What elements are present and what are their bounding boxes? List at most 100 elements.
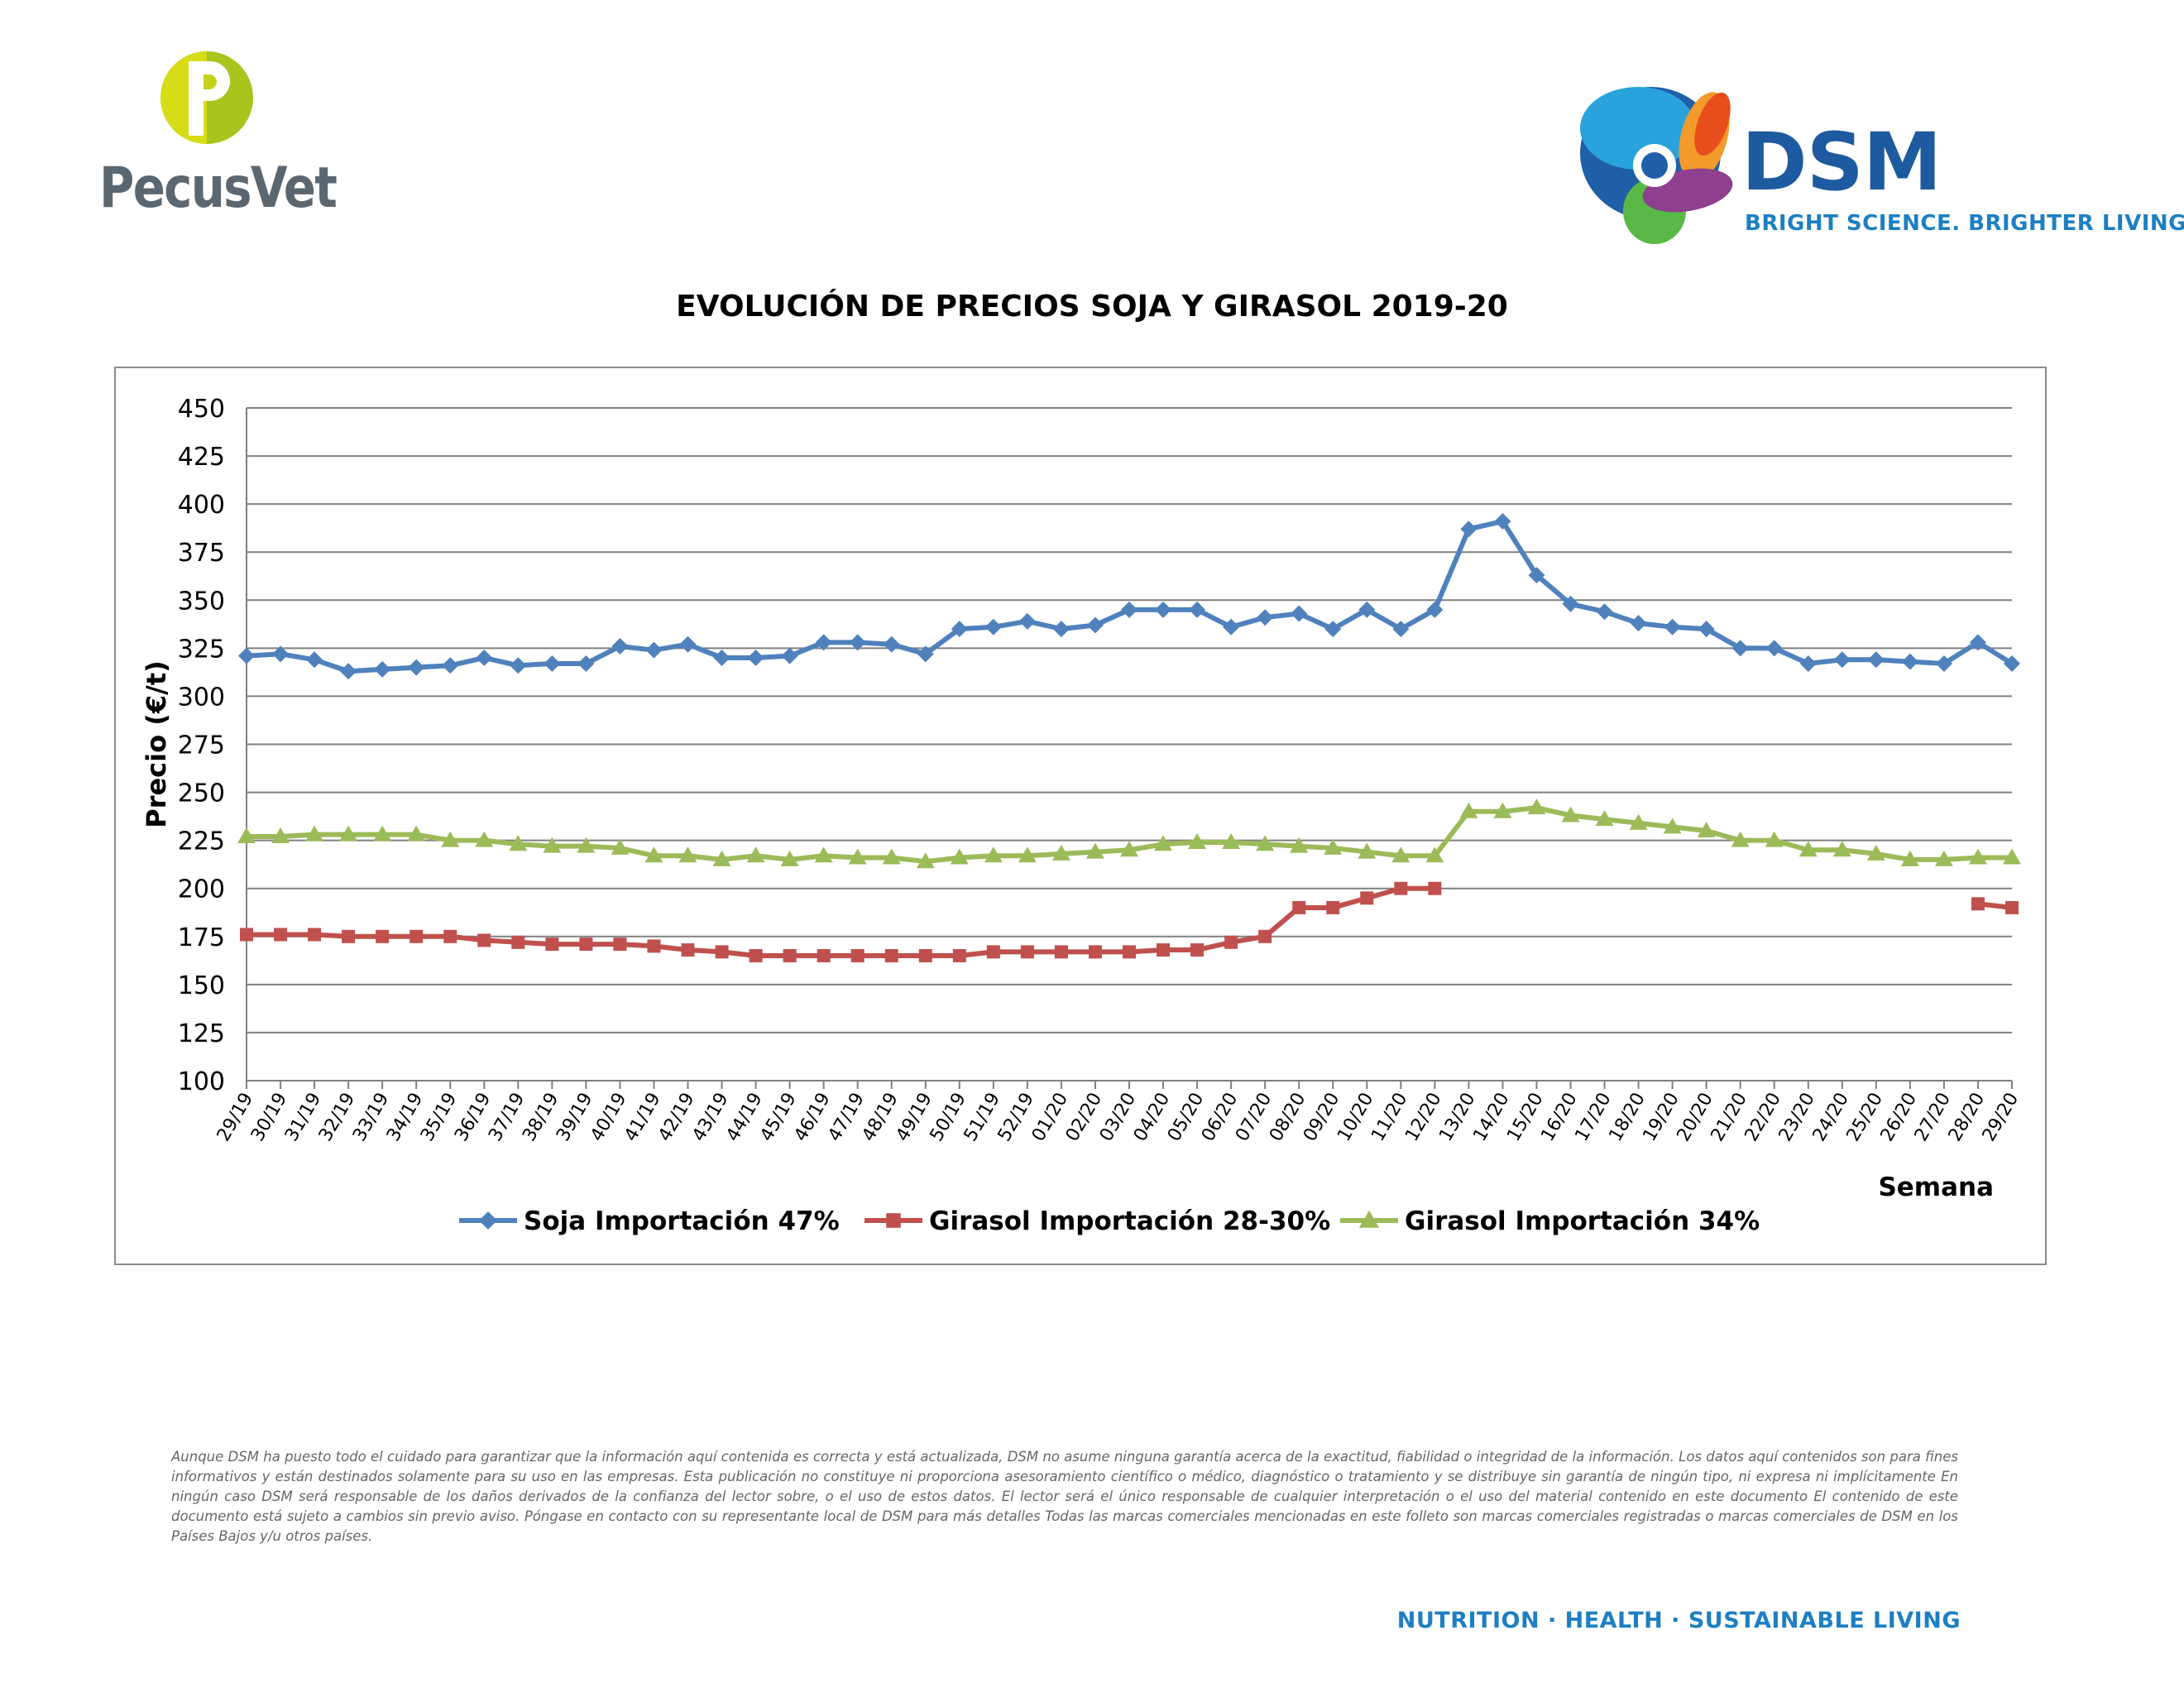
series-3-point — [1866, 844, 1885, 861]
series-3-point — [1629, 813, 1648, 830]
series-3-point — [339, 825, 358, 842]
series-3-point — [1256, 835, 1275, 851]
series-3-point — [475, 831, 494, 847]
footer-tagline: NUTRITION · HEALTH · SUSTAINABLE LIVING — [1396, 1608, 1961, 1633]
series-2-point — [1088, 945, 1102, 959]
dsm-swirl-icon — [1580, 87, 1733, 244]
series-1-point — [1833, 651, 1851, 669]
series-1-point — [1765, 640, 1783, 657]
series-3-point — [1934, 850, 1953, 866]
series-1-point — [883, 635, 900, 653]
series-3-point — [373, 825, 392, 842]
series-2-point — [342, 929, 356, 943]
series-1-point — [1935, 655, 1952, 672]
series-1-point — [510, 657, 527, 674]
pecusvet-wordmark: PecusVet — [99, 156, 338, 221]
series-2-point — [1054, 945, 1068, 959]
series-1-point — [1731, 640, 1749, 657]
y-tick-label: 225 — [178, 827, 225, 856]
series-1-point — [951, 621, 968, 638]
series-1-point — [984, 618, 1002, 635]
series-3-point — [746, 846, 765, 863]
legend-label: Soja Importación 47% — [524, 1206, 840, 1236]
series-2-point — [1224, 935, 1238, 949]
series-1-point — [306, 651, 323, 669]
series-1-point — [1086, 616, 1104, 634]
series-2-point — [511, 935, 525, 949]
series-1-point — [1018, 612, 1036, 630]
series-2-point — [715, 945, 729, 959]
series-3-point — [1832, 841, 1851, 857]
series-1-point — [544, 655, 561, 672]
series-2-point — [1428, 881, 1442, 895]
series-1-point — [1630, 615, 1647, 632]
series-2-point — [545, 938, 559, 952]
series-3-point — [1425, 846, 1444, 863]
series-3-point — [441, 831, 460, 847]
series-1-point — [1901, 653, 1918, 670]
series-3-point — [814, 846, 833, 863]
y-tick-label: 425 — [178, 443, 225, 472]
price-chart: 100 125 150 175 200 225 250 275 300 325 350 375 400 4… — [141, 395, 2023, 1236]
series-1-point — [1528, 567, 1545, 584]
series-1-point — [1664, 618, 1681, 635]
series-3-point — [1731, 831, 1750, 847]
series-1-point — [1155, 601, 1172, 618]
series-2-point — [749, 949, 763, 963]
series-1-point — [1291, 605, 1308, 622]
series-3-point — [577, 837, 596, 853]
y-tick-label: 125 — [178, 1019, 225, 1048]
series-2-point — [647, 939, 661, 953]
dsm-logo: DSM BRIGHT SCIENCE. BRIGHTER LIVING. — [1572, 79, 2184, 261]
series-1-point — [611, 638, 629, 655]
series-3-point — [882, 848, 901, 865]
y-tick-label: 375 — [178, 539, 225, 568]
series-2-point — [2005, 900, 2019, 914]
series-2-point — [443, 929, 457, 943]
disclaimer-text: Aunque DSM ha puesto todo el cuidado par… — [171, 1449, 1958, 1544]
series-1-point — [1867, 651, 1885, 669]
series-3-point — [1900, 850, 1919, 866]
series-2-point — [1123, 945, 1136, 959]
series-2-point — [918, 949, 932, 963]
series-1-point — [1189, 601, 1206, 618]
x-axis-title: Semana — [1878, 1172, 1994, 1202]
series-2-line — [244, 885, 1438, 959]
series-1-point — [1562, 595, 1579, 612]
y-tick-label: 300 — [178, 683, 225, 712]
series-2-point — [1258, 929, 1272, 943]
series-3-point — [237, 827, 256, 843]
series-1-point — [1426, 601, 1444, 618]
series-3-point — [1120, 841, 1138, 857]
series-3-point — [1324, 838, 1343, 855]
series-2-point — [477, 933, 491, 947]
series-2-point — [410, 929, 424, 943]
series-2-point — [952, 949, 966, 963]
series-3-point — [1018, 846, 1037, 863]
legend-marker — [479, 1211, 497, 1230]
series-2-point — [1360, 891, 1374, 905]
y-tick-label: 325 — [178, 635, 225, 664]
series-3-point — [712, 850, 731, 866]
series-3-point — [1968, 848, 1987, 865]
chart-title: EVOLUCIÓN DE PRECIOS SOJA Y GIRASOL 2019… — [676, 290, 1508, 324]
series-3-point — [984, 846, 1003, 863]
series-3-point — [950, 848, 969, 865]
series-3-point — [407, 825, 426, 842]
series-2-point — [1971, 897, 1985, 911]
series-1-point — [815, 634, 832, 651]
y-tick-label: 175 — [178, 923, 225, 952]
series-2-point — [884, 949, 898, 963]
series-3-point — [1290, 837, 1309, 853]
series-1-point — [1223, 618, 1240, 635]
series-3-point — [1051, 844, 1070, 861]
series-1-point — [713, 649, 730, 666]
series-2-point — [681, 943, 695, 957]
series-2-point — [986, 945, 1000, 959]
series-2-point — [1394, 881, 1408, 895]
series-1-point — [577, 655, 595, 672]
series-3-point — [1391, 846, 1410, 863]
series-3-point — [1493, 802, 1512, 818]
series-1-point — [1698, 621, 1715, 638]
series-1-point — [645, 641, 663, 659]
